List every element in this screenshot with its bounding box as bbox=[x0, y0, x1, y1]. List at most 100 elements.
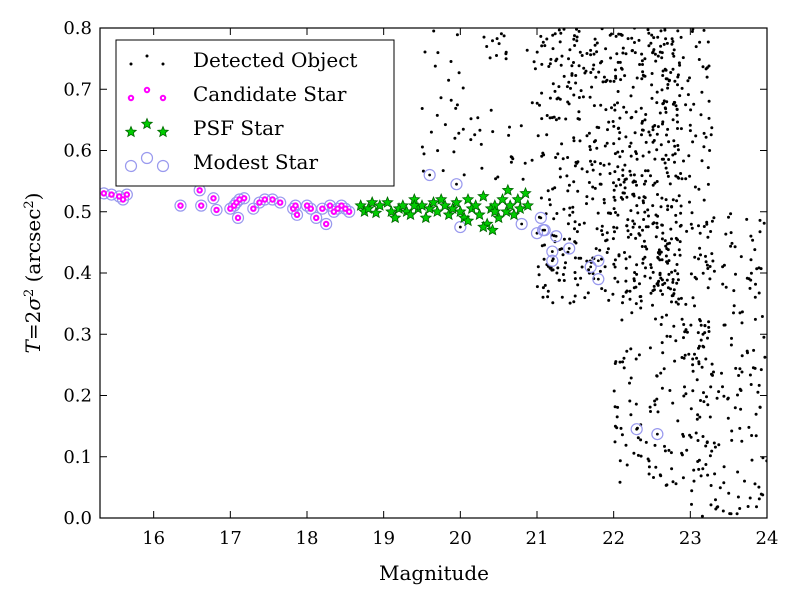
detected-object-point bbox=[595, 146, 599, 150]
detected-object-point bbox=[613, 108, 617, 112]
detected-object-point bbox=[638, 63, 642, 66]
detected-object-point bbox=[616, 213, 620, 217]
detected-object-point bbox=[683, 353, 687, 357]
detected-object-point bbox=[613, 405, 617, 409]
detected-object-point bbox=[561, 157, 565, 161]
psf-star-point bbox=[404, 208, 417, 221]
detected-object-point bbox=[671, 280, 675, 284]
detected-object-point bbox=[613, 152, 617, 156]
detected-object-point bbox=[594, 75, 598, 79]
detected-object-point bbox=[641, 199, 645, 203]
detected-object-point bbox=[654, 235, 658, 239]
detected-object-point bbox=[651, 140, 655, 144]
detected-object-point bbox=[669, 227, 673, 231]
detected-object-point bbox=[543, 243, 546, 247]
detected-object-point bbox=[666, 174, 670, 178]
modest-star-center-dot bbox=[589, 265, 593, 269]
detected-object-point bbox=[638, 282, 641, 286]
detected-object-point bbox=[562, 279, 566, 282]
legend: Detected Object Candidate Star PSF Star Mod… bbox=[115, 39, 395, 187]
psf-star-point bbox=[388, 211, 402, 224]
candidate-star-center bbox=[235, 201, 238, 204]
candidate-star-center bbox=[117, 195, 121, 198]
modest-star-point bbox=[630, 423, 643, 436]
detected-object-point bbox=[643, 57, 647, 61]
detected-object-point bbox=[695, 417, 699, 421]
detected-object-point bbox=[596, 211, 600, 215]
detected-object-point bbox=[485, 45, 489, 48]
detected-object-point bbox=[557, 278, 561, 282]
detected-object-point bbox=[706, 235, 710, 239]
detected-object-point bbox=[705, 75, 709, 79]
detected-object-point bbox=[649, 41, 653, 45]
detected-object-point bbox=[692, 102, 696, 106]
detected-object-point bbox=[651, 289, 655, 293]
detected-object-point bbox=[566, 250, 570, 254]
detected-object-point bbox=[480, 166, 484, 170]
detected-object-point bbox=[432, 29, 436, 33]
detected-object-point bbox=[668, 182, 672, 186]
detected-object-point bbox=[560, 54, 564, 58]
detected-object-point bbox=[655, 180, 659, 183]
detected-object-point bbox=[545, 37, 549, 41]
detected-object-point bbox=[548, 198, 551, 202]
detected-object-point bbox=[708, 454, 712, 458]
detected-object-point bbox=[677, 194, 681, 198]
detected-object-point bbox=[663, 444, 666, 448]
detected-object-point bbox=[689, 407, 693, 411]
detected-object-point bbox=[660, 157, 664, 161]
candidate-star-center bbox=[328, 204, 332, 207]
detected-object-point bbox=[658, 271, 662, 275]
detected-object-point bbox=[674, 213, 678, 217]
detected-object-point bbox=[666, 248, 670, 252]
candidate-star-center bbox=[315, 216, 318, 220]
detected-object-point bbox=[585, 134, 589, 138]
detected-object-point bbox=[637, 38, 641, 42]
detected-object-point bbox=[574, 74, 578, 77]
detected-object-point bbox=[644, 266, 647, 270]
detected-object-point bbox=[656, 125, 660, 129]
psf-star-point bbox=[488, 205, 502, 218]
psf-star-point bbox=[434, 192, 448, 205]
candidate-star-center bbox=[125, 193, 129, 196]
detected-object-point bbox=[674, 104, 678, 108]
detected-object-point bbox=[659, 276, 663, 280]
detected-object-point bbox=[559, 31, 563, 35]
detected-object-point bbox=[651, 222, 655, 226]
detected-object-point bbox=[572, 136, 576, 140]
detected-object-point bbox=[635, 76, 639, 80]
detected-object-point bbox=[548, 116, 552, 120]
detected-object-point bbox=[657, 250, 661, 254]
detected-object-point bbox=[662, 42, 666, 46]
detected-object-point bbox=[551, 47, 555, 51]
detected-object-point bbox=[621, 191, 625, 195]
detected-object-point bbox=[688, 174, 692, 178]
detected-object-point bbox=[630, 115, 634, 119]
x-tick-label: 23 bbox=[679, 528, 702, 549]
detected-object-point bbox=[659, 289, 663, 293]
detected-object-point bbox=[632, 277, 636, 281]
detected-object-point bbox=[688, 76, 691, 80]
detected-object-point bbox=[557, 28, 561, 32]
detected-object-point bbox=[573, 227, 576, 231]
modest-star-center-dot bbox=[539, 216, 543, 220]
detected-object-point bbox=[613, 198, 617, 202]
detected-object-point bbox=[665, 334, 669, 338]
detected-object-point bbox=[610, 106, 613, 110]
detected-object-point bbox=[690, 489, 694, 493]
detected-object-point bbox=[757, 485, 761, 489]
detected-object-point bbox=[660, 51, 664, 55]
legend-marker-psf bbox=[124, 125, 138, 138]
detected-object-point bbox=[710, 252, 714, 256]
detected-object-point bbox=[660, 223, 664, 227]
detected-object-point bbox=[553, 32, 557, 36]
detected-object-point bbox=[551, 268, 555, 272]
detected-object-point bbox=[612, 389, 616, 393]
detected-object-point bbox=[672, 139, 676, 143]
detected-object-point bbox=[656, 256, 660, 260]
detected-object-point bbox=[749, 258, 753, 262]
detected-object-point bbox=[581, 95, 585, 99]
modest-star-point bbox=[224, 202, 237, 215]
data-points-layer bbox=[100, 28, 767, 518]
detected-object-point bbox=[631, 219, 635, 223]
